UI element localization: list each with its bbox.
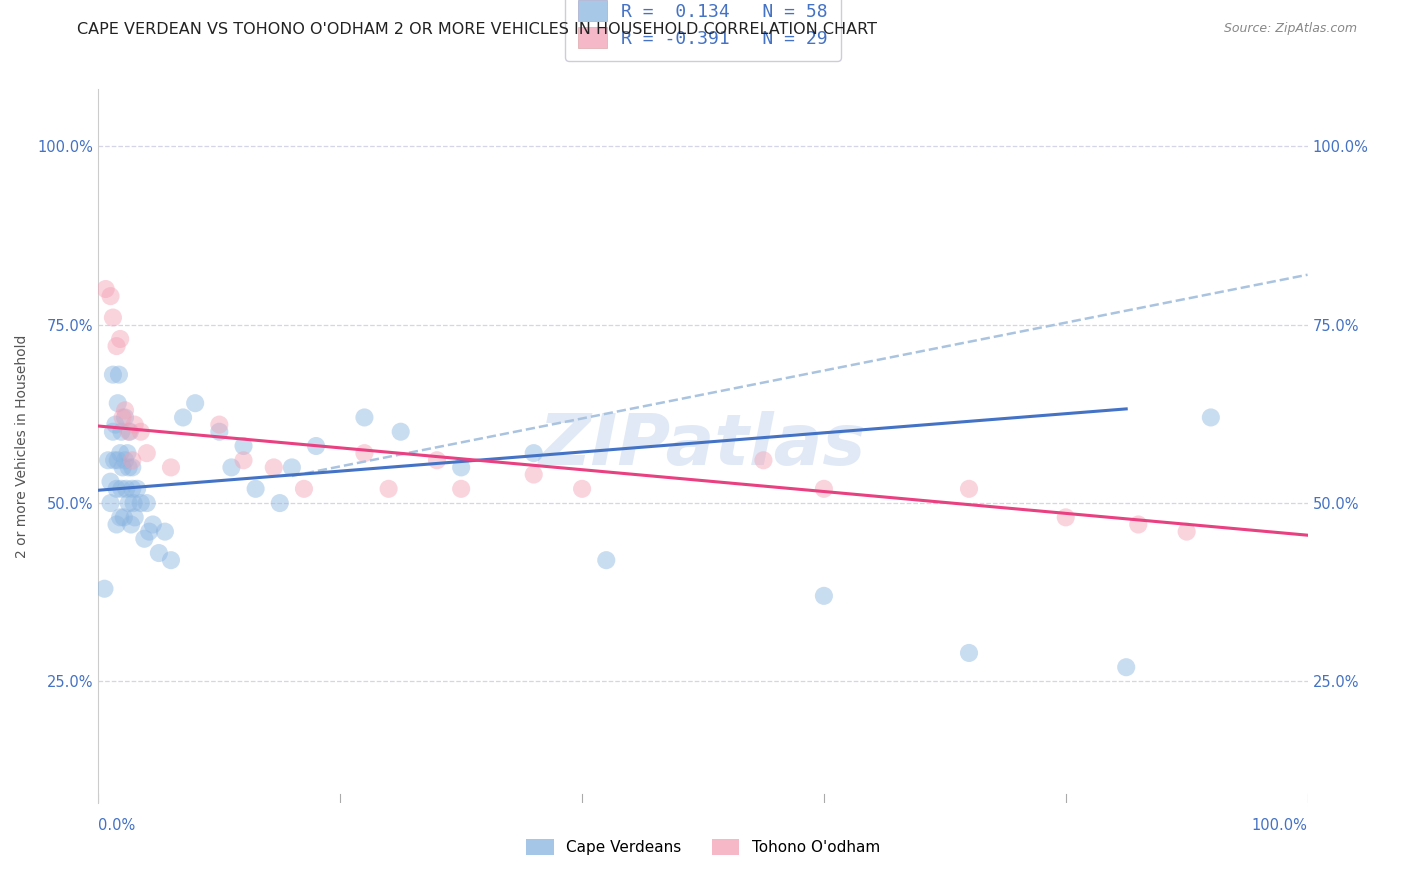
Point xyxy=(101,368,124,382)
Point xyxy=(124,510,146,524)
Text: Source: ZipAtlas.com: Source: ZipAtlas.com xyxy=(1223,22,1357,36)
Point xyxy=(97,453,120,467)
Point xyxy=(305,439,328,453)
Text: 0.0%: 0.0% xyxy=(98,819,135,833)
Point xyxy=(232,453,254,467)
Point xyxy=(595,553,617,567)
Point xyxy=(105,482,128,496)
Point xyxy=(122,496,145,510)
Point xyxy=(450,460,472,475)
Point xyxy=(117,446,139,460)
Point xyxy=(221,460,243,475)
Point xyxy=(121,453,143,467)
Point xyxy=(269,496,291,510)
Point xyxy=(121,460,143,475)
Point xyxy=(118,460,141,475)
Text: CAPE VERDEAN VS TOHONO O'ODHAM 2 OR MORE VEHICLES IN HOUSEHOLD CORRELATION CHART: CAPE VERDEAN VS TOHONO O'ODHAM 2 OR MORE… xyxy=(77,22,877,37)
Point xyxy=(121,482,143,496)
Point xyxy=(353,446,375,460)
Point xyxy=(153,524,176,539)
Point xyxy=(100,475,122,489)
Point xyxy=(93,582,115,596)
Point xyxy=(107,396,129,410)
Point xyxy=(129,425,152,439)
Text: ZIPatlas: ZIPatlas xyxy=(540,411,866,481)
Point xyxy=(108,446,131,460)
Point xyxy=(172,410,194,425)
Point xyxy=(110,482,132,496)
Point xyxy=(101,425,124,439)
Point xyxy=(160,553,183,567)
Point xyxy=(450,482,472,496)
Point xyxy=(110,425,132,439)
Point xyxy=(752,453,775,467)
Point xyxy=(111,410,134,425)
Point xyxy=(94,282,117,296)
Point xyxy=(353,410,375,425)
Point xyxy=(208,417,231,432)
Point xyxy=(108,332,131,346)
Point xyxy=(104,417,127,432)
Point xyxy=(142,517,165,532)
Point xyxy=(523,446,546,460)
Point xyxy=(114,453,136,467)
Point xyxy=(115,482,138,496)
Point xyxy=(135,496,157,510)
Point xyxy=(134,532,156,546)
Point xyxy=(1128,517,1150,532)
Point xyxy=(118,496,141,510)
Point xyxy=(148,546,170,560)
Point xyxy=(111,460,134,475)
Point xyxy=(138,524,160,539)
Point xyxy=(100,289,122,303)
Point xyxy=(100,496,122,510)
Point xyxy=(112,510,135,524)
Point xyxy=(108,510,131,524)
Point xyxy=(107,453,129,467)
Point xyxy=(129,496,152,510)
Point xyxy=(377,482,399,496)
Text: 100.0%: 100.0% xyxy=(1251,819,1308,833)
Point xyxy=(114,410,136,425)
Point xyxy=(208,425,231,439)
Point xyxy=(245,482,267,496)
Point xyxy=(105,517,128,532)
Point xyxy=(160,460,183,475)
Point xyxy=(232,439,254,453)
Point xyxy=(105,339,128,353)
Point xyxy=(957,482,980,496)
Point xyxy=(114,403,136,417)
Point xyxy=(813,589,835,603)
Point xyxy=(127,482,149,496)
Point xyxy=(1115,660,1137,674)
Point xyxy=(389,425,412,439)
Point xyxy=(1199,410,1222,425)
Point xyxy=(118,425,141,439)
Point xyxy=(103,453,125,467)
Point xyxy=(1175,524,1198,539)
Point xyxy=(426,453,449,467)
Point xyxy=(135,446,157,460)
Point xyxy=(523,467,546,482)
Point xyxy=(1054,510,1077,524)
Point xyxy=(281,460,304,475)
Legend: Cape Verdeans, Tohono O'odham: Cape Verdeans, Tohono O'odham xyxy=(519,831,887,863)
Point xyxy=(108,368,131,382)
Point xyxy=(292,482,315,496)
Point xyxy=(118,425,141,439)
Point xyxy=(813,482,835,496)
Point xyxy=(263,460,285,475)
Point xyxy=(957,646,980,660)
Point xyxy=(124,417,146,432)
Point xyxy=(571,482,593,496)
Point xyxy=(101,310,124,325)
Point xyxy=(184,396,207,410)
Point xyxy=(120,517,142,532)
Y-axis label: 2 or more Vehicles in Household: 2 or more Vehicles in Household xyxy=(15,334,30,558)
